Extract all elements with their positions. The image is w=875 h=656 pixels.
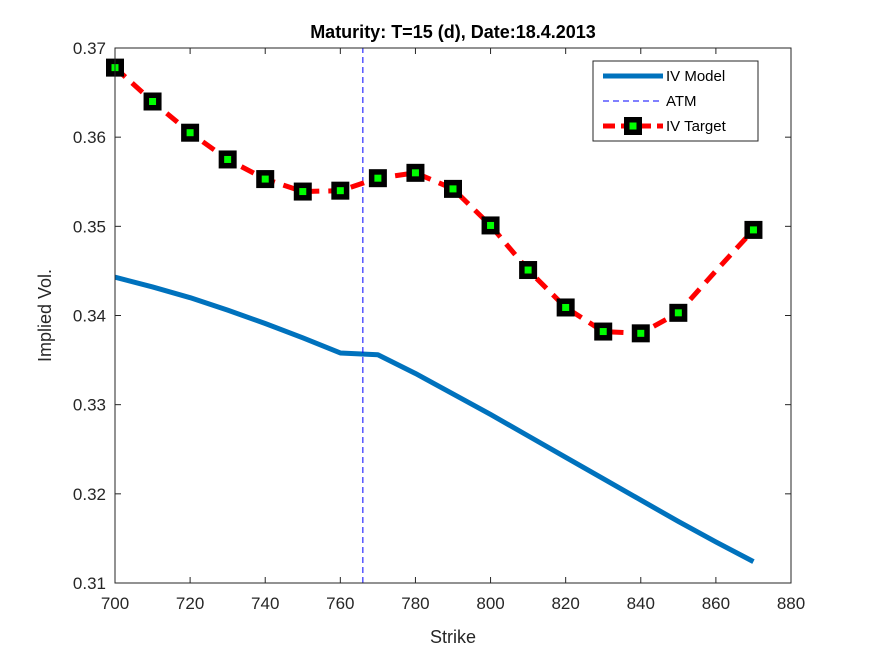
iv-target-point: [481, 216, 500, 235]
iv-target-point: [519, 261, 538, 280]
iv-target-point: [143, 92, 162, 111]
x-tick-label: 860: [702, 594, 730, 613]
iv-target-point: [631, 324, 650, 343]
x-tick-label: 740: [251, 594, 279, 613]
iv-target-marker-face: [224, 155, 232, 163]
series-layer: [106, 48, 763, 583]
x-axis-label: Strike: [430, 627, 476, 647]
x-tick-label: 880: [777, 594, 805, 613]
x-tick-label: 760: [326, 594, 354, 613]
iv-target-point: [181, 123, 200, 142]
iv-target-marker-face: [524, 266, 532, 274]
x-tick-label: 720: [176, 594, 204, 613]
iv-target-point: [594, 322, 613, 341]
y-tick-label: 0.35: [73, 217, 106, 236]
x-tick-label: 840: [627, 594, 655, 613]
x-tick-label: 700: [101, 594, 129, 613]
iv-target-marker-face: [562, 303, 570, 311]
iv-target-point: [669, 303, 688, 322]
iv-target-marker-face: [299, 188, 307, 196]
iv-target-marker-face: [261, 175, 269, 183]
x-tick-label: 820: [551, 594, 579, 613]
iv-target-point: [406, 163, 425, 182]
iv-target-marker-face: [149, 98, 157, 105]
y-tick-label: 0.36: [73, 128, 106, 147]
legend-label-iv-model: IV Model: [666, 68, 725, 85]
y-axis-label: Implied Vol.: [35, 269, 55, 362]
y-tick-label: 0.34: [73, 307, 106, 326]
x-tick-label: 800: [476, 594, 504, 613]
iv-target-marker-face: [449, 185, 457, 193]
iv-target-point: [744, 220, 763, 239]
iv-target-marker-face: [411, 169, 419, 177]
chart-title: Maturity: T=15 (d), Date:18.4.2013: [310, 22, 596, 42]
iv-target-point: [368, 169, 387, 188]
y-tick-label: 0.32: [73, 485, 106, 504]
iv-target-point: [331, 181, 350, 200]
iv-target-marker-face: [599, 328, 607, 336]
iv-target-marker-face: [336, 187, 344, 195]
iv-target-point: [218, 150, 237, 169]
iv-target-marker-face: [487, 221, 495, 229]
x-axis-ticks: 700 720 740 760 780 800 820 840 860 880: [101, 48, 805, 613]
legend-label-iv-target: IV Target: [666, 118, 727, 135]
iv-target-point: [256, 170, 275, 189]
iv-target-marker-face: [186, 129, 194, 137]
iv-target-point: [444, 179, 462, 198]
iv-target-point: [556, 298, 575, 317]
iv-target-marker-face: [374, 174, 382, 182]
iv-target-marker-face: [674, 309, 682, 317]
y-tick-label: 0.31: [73, 574, 106, 593]
legend-marker-face: [629, 122, 637, 130]
iv-target-point: [293, 182, 312, 201]
iv-target-marker-face: [749, 226, 757, 234]
legend: IV Model ATM IV Target: [592, 60, 759, 142]
iv-target-marker-face: [637, 329, 645, 337]
y-tick-label: 0.37: [73, 39, 106, 58]
y-tick-label: 0.33: [73, 396, 106, 415]
iv-model-line: [115, 274, 755, 564]
x-tick-label: 780: [401, 594, 429, 613]
y-axis-ticks: 0.31 0.32 0.33 0.34 0.35 0.36 0.37: [73, 39, 791, 593]
legend-label-atm: ATM: [666, 93, 697, 110]
